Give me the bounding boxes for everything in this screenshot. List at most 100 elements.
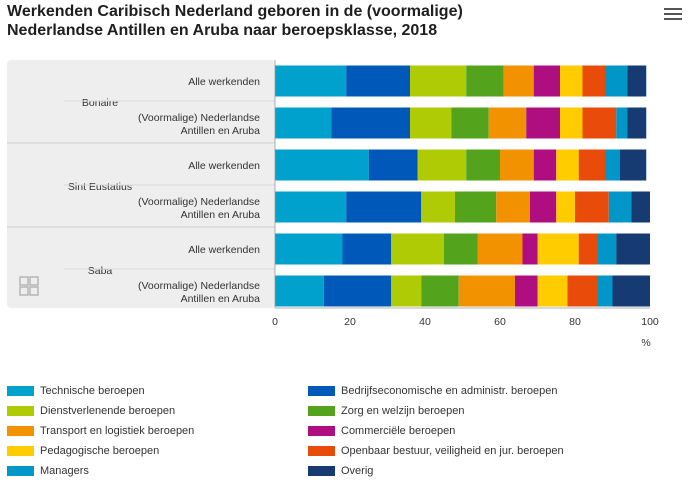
bar-segment (560, 107, 583, 139)
legend-swatch (7, 466, 34, 476)
bar-segment (578, 233, 598, 265)
x-tick-label: 0 (272, 316, 278, 328)
category-label: (Voormalige) Nederlandse (138, 112, 260, 124)
x-tick-label: 20 (344, 316, 356, 328)
bar-segment (616, 233, 650, 265)
legend-item[interactable]: Technische beroepen (7, 385, 145, 397)
bar-segment (331, 107, 410, 139)
bar-segment (515, 275, 538, 307)
bar-segment (533, 65, 560, 97)
chart-title-line1: Werkenden Caribisch Nederland geboren in… (7, 3, 463, 20)
bar-segment (488, 107, 527, 139)
bar-segment (567, 275, 598, 307)
bar-segment (612, 275, 650, 307)
legend-label: Transport en logistiek beroepen (40, 425, 195, 437)
bar-segment (556, 191, 575, 223)
bar-segment (275, 65, 347, 97)
bar-segment (275, 107, 332, 139)
bar-segment (477, 233, 523, 265)
chart-title-line2: Nederlandse Antillen en Aruba naar beroe… (7, 22, 438, 39)
bar-segment (275, 149, 369, 181)
legend-item[interactable]: Commerciële beroepen (308, 425, 455, 437)
legend-swatch (7, 406, 34, 416)
bar-segment (575, 191, 609, 223)
legend-swatch (7, 426, 34, 436)
cbs-logo-square (19, 276, 29, 286)
legend-item[interactable]: Dienstverlenende beroepen (7, 405, 175, 417)
group-label: Sint Eustatius (68, 181, 132, 193)
cbs-logo-square (19, 286, 29, 296)
category-label: (Voormalige) Nederlandse (138, 196, 260, 208)
bar-segment (500, 149, 534, 181)
legend-label: Zorg en welzijn beroepen (341, 405, 465, 417)
legend-item[interactable]: Openbaar bestuur, veiligheid en jur. ber… (308, 445, 564, 457)
x-axis-label: % (641, 337, 650, 349)
bar-segment (533, 149, 557, 181)
bar-segment (417, 149, 467, 181)
chart-legend: Technische beroepen Bedrijfseconomische e… (0, 380, 689, 480)
x-tick-label: 40 (419, 316, 431, 328)
legend-item[interactable]: Pedagogische beroepen (7, 445, 159, 457)
legend-swatch (308, 406, 335, 416)
legend-item[interactable]: Overig (308, 465, 373, 477)
bar-segment (597, 233, 617, 265)
x-tick-label: 80 (569, 316, 581, 328)
legend-label: Openbaar bestuur, veiligheid en jur. ber… (341, 445, 564, 457)
legend-item[interactable]: Managers (7, 465, 89, 477)
bar-segment (530, 191, 557, 223)
bar-segment (458, 275, 515, 307)
bar-segment (578, 149, 605, 181)
bar-segment (597, 275, 613, 307)
chart-title: Werkenden Caribisch Nederland geboren in… (7, 2, 607, 40)
bar-segment (496, 191, 530, 223)
legend-label: Dienstverlenende beroepen (40, 405, 176, 417)
bar-segment (275, 275, 324, 307)
bar-segment (391, 275, 422, 307)
legend-swatch (308, 386, 335, 396)
cbs-logo-square (29, 276, 39, 286)
bar-segment (537, 275, 568, 307)
bar-segment (323, 275, 392, 307)
bar-segment (503, 65, 534, 97)
legend-label: Commerciële beroepen (341, 425, 456, 437)
bar-segment (275, 191, 347, 223)
category-panel (7, 60, 275, 308)
bar-segment (466, 149, 500, 181)
legend-item[interactable]: Transport en logistiek beroepen (7, 425, 194, 437)
x-tick-label: 100 (641, 316, 659, 328)
x-tick-label: 60 (494, 316, 506, 328)
hamburger-menu-icon[interactable] (664, 8, 682, 22)
category-label: Antillen en Aruba (181, 293, 261, 305)
bar-segment (275, 233, 343, 265)
bar-segment (421, 191, 455, 223)
category-label: Alle werkenden (188, 244, 260, 256)
bar-segment (627, 107, 647, 139)
bar-segment (537, 233, 579, 265)
legend-swatch (7, 386, 34, 396)
group-label: Saba (88, 265, 113, 277)
legend-swatch (308, 466, 335, 476)
bar-segment (368, 149, 418, 181)
bar-segment (608, 191, 632, 223)
legend-swatch (308, 426, 335, 436)
bar-segment (410, 65, 467, 97)
bar-segment (443, 233, 478, 265)
bar-segment (605, 149, 620, 181)
bar-segment (560, 65, 583, 97)
bar-segment (582, 65, 605, 97)
category-label: Alle werkenden (188, 76, 260, 88)
bar-segment (410, 107, 452, 139)
bar-segment (620, 149, 647, 181)
legend-item[interactable]: Bedrijfseconomische en administr. beroep… (308, 385, 557, 397)
bar-segment (631, 191, 650, 223)
bar-segment (627, 65, 647, 97)
bar-segment (582, 107, 617, 139)
bar-segment (522, 233, 538, 265)
legend-label: Pedagogische beroepen (40, 445, 160, 457)
group-label: Bonaire (82, 97, 118, 109)
bar-segment (455, 191, 497, 223)
legend-label: Bedrijfseconomische en administr. beroep… (341, 385, 558, 397)
legend-label: Overig (341, 465, 374, 477)
cbs-logo-square (29, 286, 39, 296)
legend-item[interactable]: Zorg en welzijn beroepen (308, 405, 465, 417)
